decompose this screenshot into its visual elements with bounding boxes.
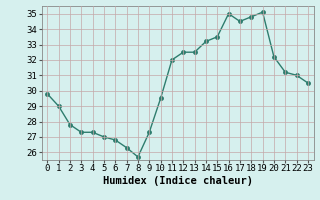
X-axis label: Humidex (Indice chaleur): Humidex (Indice chaleur) [103,176,252,186]
